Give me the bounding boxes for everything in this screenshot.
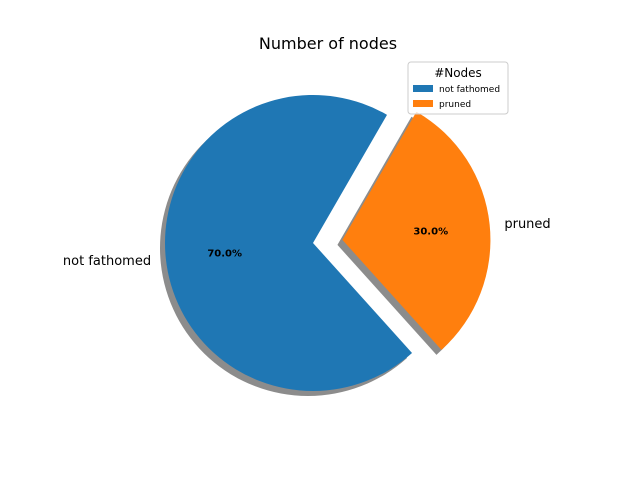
pct-label-pruned: 30.0% [413, 227, 448, 238]
legend-swatch-pruned [413, 100, 433, 107]
legend-label-not-fathomed: not fathomed [439, 85, 500, 95]
slices [165, 95, 491, 392]
slice-not-fathomed [165, 95, 413, 392]
slice-label-pruned: pruned [504, 217, 550, 232]
chart-title: Number of nodes [259, 34, 397, 53]
slice-labels: not fathomed 70.0% pruned 30.0% [63, 217, 551, 269]
pct-label-not-fathomed: 70.0% [207, 248, 242, 259]
legend-swatch-not-fathomed [413, 85, 433, 92]
legend-title: #Nodes [434, 66, 482, 80]
slice-label-not-fathomed: not fathomed [63, 254, 151, 269]
legend-label-pruned: pruned [439, 100, 471, 110]
slice-pruned [342, 111, 491, 350]
legend: #Nodes not fathomed pruned [407, 61, 509, 115]
